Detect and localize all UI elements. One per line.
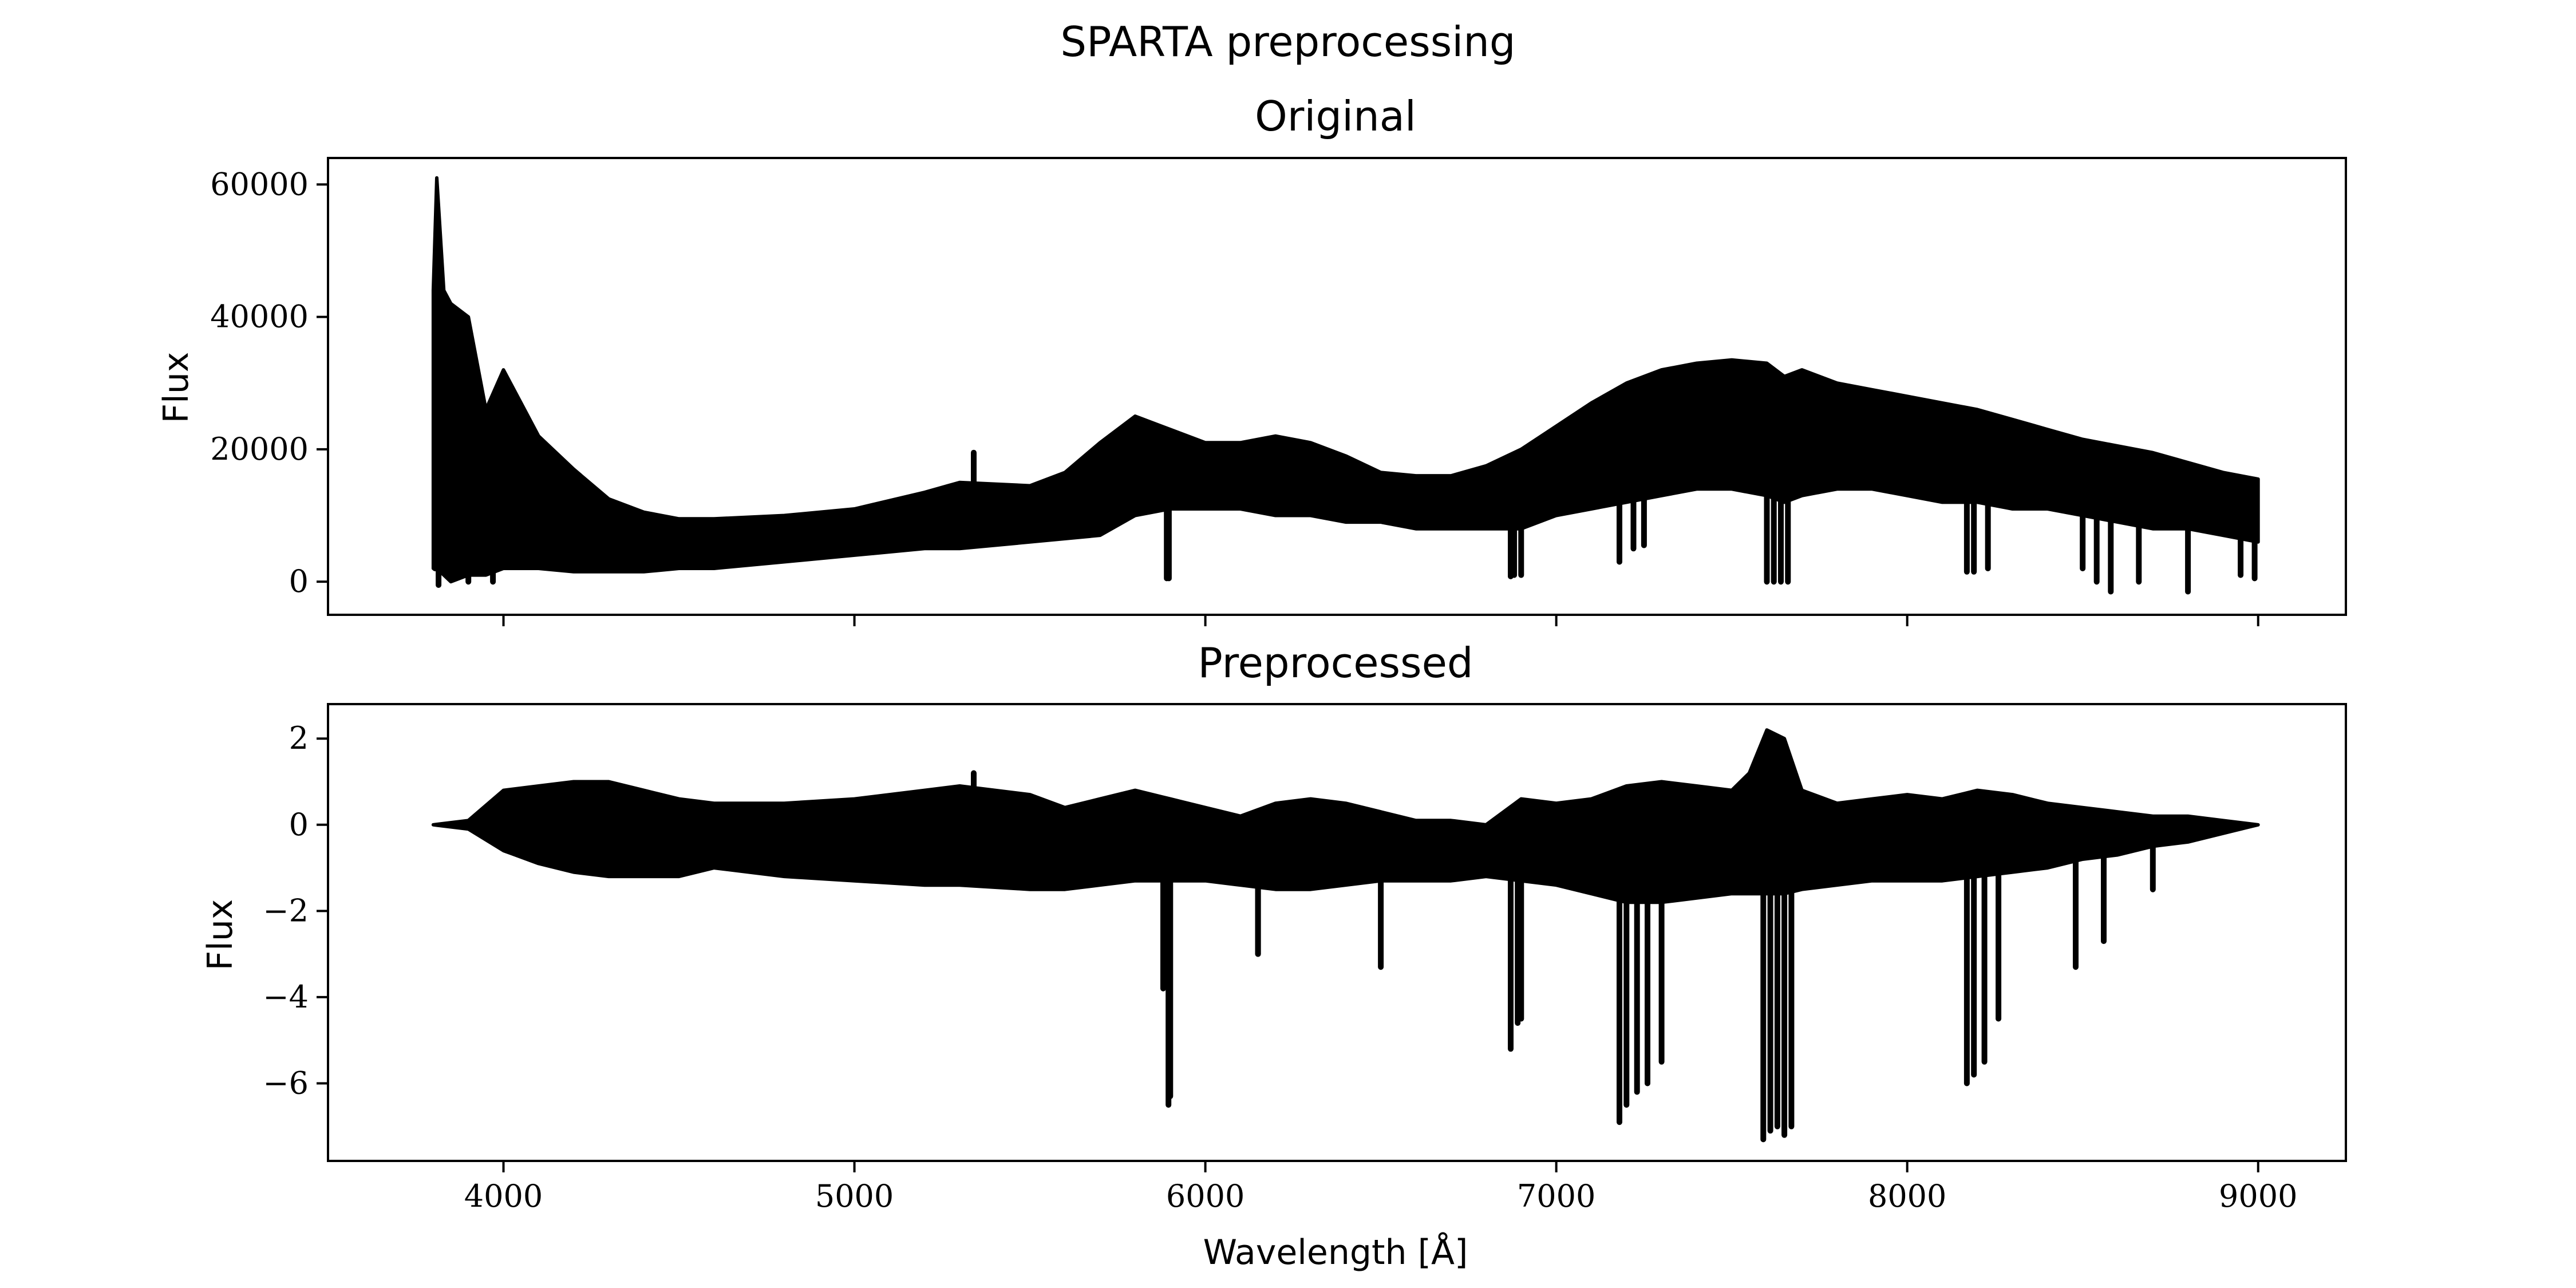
spectrum-band — [431, 176, 2260, 584]
x-ticks-preprocessed: 4000 5000 6000 7000 8000 9000 — [464, 1161, 2297, 1214]
y-tick-label: −4 — [263, 979, 309, 1015]
y-tick-label: −2 — [263, 892, 309, 929]
plot-area-preprocessed — [431, 728, 2260, 1143]
x-tick-label: 8000 — [1868, 1178, 1946, 1214]
x-tick-label: 4000 — [464, 1178, 543, 1214]
y-ticks-original: 0 20000 40000 60000 — [210, 166, 328, 599]
x-tick-label: 6000 — [1166, 1178, 1244, 1214]
x-tick-label: 9000 — [2219, 1178, 2297, 1214]
y-tick-label: 2 — [289, 720, 309, 756]
plot-area-original — [431, 176, 2260, 595]
x-ticks-original — [502, 615, 2259, 626]
y-tick-label: 40000 — [210, 299, 309, 335]
y-axis-label-original: Flux — [156, 352, 196, 424]
y-tick-label: −6 — [263, 1065, 309, 1101]
y-ticks-preprocessed: −6 −4 −2 0 2 — [263, 720, 328, 1101]
panel-title-preprocessed: Preprocessed — [1198, 639, 1473, 687]
y-axis-label-preprocessed: Flux — [200, 899, 240, 971]
axes-frame-preprocessed — [327, 703, 2347, 1162]
panel-original: Original Flux 0 20000 40000 60000 — [156, 92, 2347, 626]
x-tick-label: 5000 — [815, 1178, 894, 1214]
y-tick-label: 0 — [289, 563, 309, 599]
figure-suptitle: SPARTA preprocessing — [1060, 18, 1515, 66]
panel-title-original: Original — [1255, 92, 1416, 140]
x-tick-label: 7000 — [1517, 1178, 1595, 1214]
spectrum-band — [431, 728, 2260, 904]
y-tick-label: 20000 — [210, 431, 309, 467]
y-tick-label: 60000 — [210, 166, 309, 202]
x-axis-label: Wavelength [Å] — [1203, 1232, 1468, 1273]
panel-preprocessed: Preprocessed Flux −6 −4 −2 0 2 4000 5000 6000 7… — [200, 639, 2347, 1273]
axes-frame-original — [327, 157, 2347, 616]
y-tick-label: 0 — [289, 807, 309, 843]
